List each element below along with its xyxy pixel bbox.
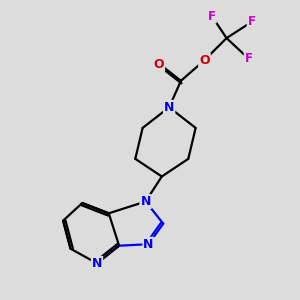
Text: F: F xyxy=(244,52,253,65)
Text: O: O xyxy=(154,58,164,71)
Text: N: N xyxy=(164,101,174,114)
Text: O: O xyxy=(199,54,210,67)
Text: N: N xyxy=(143,238,154,251)
Text: F: F xyxy=(248,15,256,28)
Text: N: N xyxy=(92,257,102,270)
Text: F: F xyxy=(208,10,216,22)
Text: N: N xyxy=(140,195,151,208)
